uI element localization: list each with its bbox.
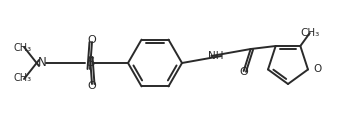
Text: CH₃: CH₃ (14, 43, 32, 53)
Text: CH₃: CH₃ (14, 73, 32, 83)
Text: O: O (88, 81, 96, 91)
Text: CH₃: CH₃ (300, 28, 319, 38)
Text: NH: NH (208, 51, 223, 61)
Text: N: N (38, 56, 46, 70)
Text: S: S (86, 56, 94, 70)
Text: O: O (239, 67, 248, 77)
Text: O: O (313, 64, 321, 74)
Text: O: O (88, 35, 96, 45)
